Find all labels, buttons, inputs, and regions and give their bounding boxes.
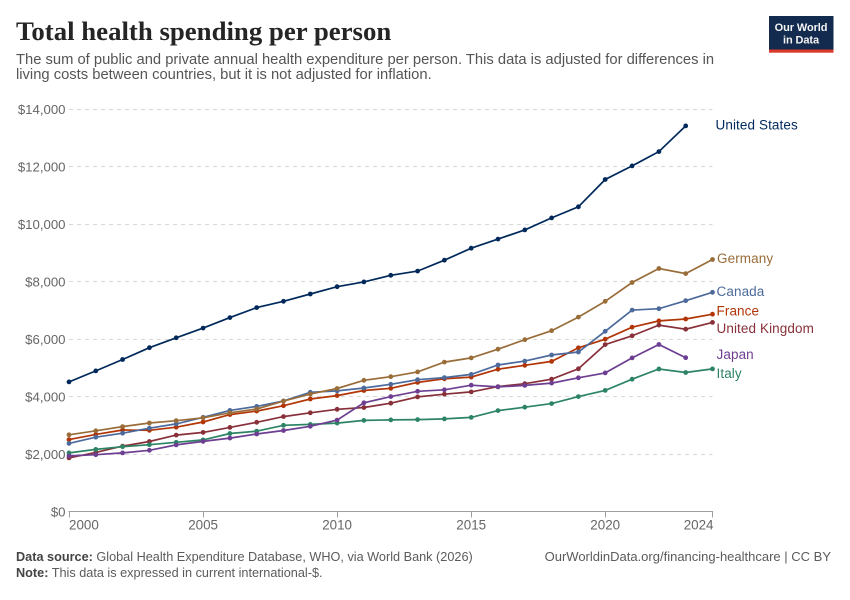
svg-text:$2,000: $2,000 xyxy=(25,447,65,462)
svg-text:2010: 2010 xyxy=(322,518,352,533)
svg-text:$6,000: $6,000 xyxy=(25,332,65,347)
svg-text:$8,000: $8,000 xyxy=(25,274,65,289)
svg-text:Japan: Japan xyxy=(717,347,754,362)
svg-text:$14,000: $14,000 xyxy=(18,102,66,117)
svg-text:$0: $0 xyxy=(51,505,66,520)
svg-text:United States: United States xyxy=(716,118,798,133)
svg-text:in Data: in Data xyxy=(783,34,820,46)
svg-text:United Kingdom: United Kingdom xyxy=(717,321,814,336)
svg-text:Italy: Italy xyxy=(717,366,742,381)
svg-text:2015: 2015 xyxy=(456,518,486,533)
svg-text:France: France xyxy=(717,304,760,319)
svg-text:$10,000: $10,000 xyxy=(18,217,66,232)
svg-text:Canada: Canada xyxy=(717,284,765,299)
svg-text:2020: 2020 xyxy=(590,518,620,533)
svg-text:2024: 2024 xyxy=(684,518,714,533)
svg-text:$4,000: $4,000 xyxy=(25,390,65,405)
svg-text:2005: 2005 xyxy=(188,518,218,533)
svg-text:Our World: Our World xyxy=(775,22,828,34)
svg-text:$12,000: $12,000 xyxy=(18,159,66,174)
svg-text:2000: 2000 xyxy=(69,518,99,533)
svg-text:Germany: Germany xyxy=(717,251,773,266)
